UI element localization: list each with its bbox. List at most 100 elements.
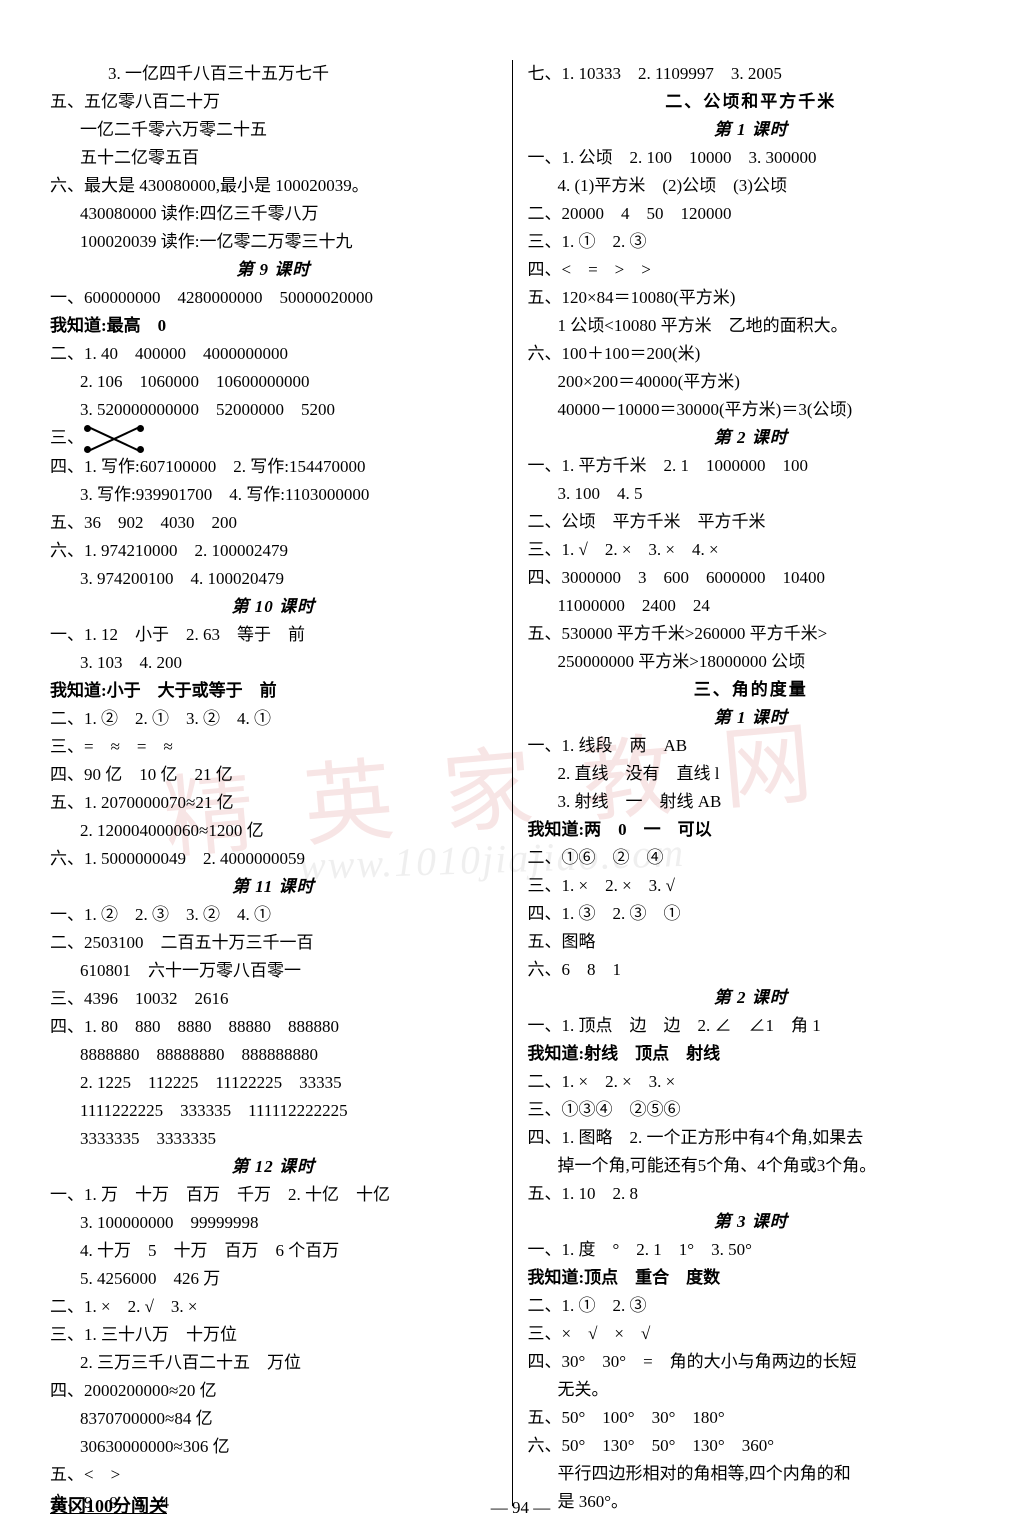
text-line: 平行四边形相对的角相等,四个内角的和	[528, 1460, 975, 1488]
text-line: 4. 十万 5 十万 百万 6 个百万	[50, 1237, 497, 1265]
text-line: 一、1. 12 小于 2. 63 等于 前	[50, 621, 497, 649]
text-line: 第 1 课时	[528, 704, 975, 732]
text-line: 三、= ≈ = ≈	[50, 733, 497, 761]
text-line: 1111222225 333335 111112222225	[50, 1097, 497, 1125]
text-line: 我知道:小于 大于或等于 前	[50, 677, 497, 705]
text-line: 第 3 课时	[528, 1208, 975, 1236]
text-line: 30630000000≈306 亿	[50, 1433, 497, 1461]
text-line: 二、2503100 二百五十万三千一百	[50, 929, 497, 957]
text-line: 我知道:顶点 重合 度数	[528, 1264, 975, 1292]
text-line: 一、1. 度 ° 2. 1 1° 3. 50°	[528, 1236, 975, 1264]
text-line: 2. 三万三千八百二十五 万位	[50, 1349, 497, 1377]
text-line: 第 1 课时	[528, 116, 975, 144]
text-line: 六、50° 130° 50° 130° 360°	[528, 1432, 975, 1460]
text-line: 无关。	[528, 1376, 975, 1404]
text-line: 3. 103 4. 200	[50, 649, 497, 677]
text-line: 一、1. 万 十万 百万 千万 2. 十亿 十亿	[50, 1181, 497, 1209]
text-line: 3. 一亿四千八百三十五万七千	[50, 60, 497, 88]
text-line: 四、1. 写作:607100000 2. 写作:154470000	[50, 453, 497, 481]
text-line: 六、1. 5000000049 2. 4000000059	[50, 845, 497, 873]
text-line: 五十二亿零五百	[50, 144, 497, 172]
text-line: 2. 直线 没有 直线 l	[528, 760, 975, 788]
text-line: 一、600000000 4280000000 50000020000	[50, 284, 497, 312]
text-line: 四、3000000 3 600 6000000 10400	[528, 564, 975, 592]
text-line: 11000000 2400 24	[528, 592, 975, 620]
text-line: 五、1. 10 2. 8	[528, 1180, 975, 1208]
text-line: 一、1. ② 2. ③ 3. ② 4. ①	[50, 901, 497, 929]
text-line: 五、< >	[50, 1461, 497, 1489]
text-line: 三、1. × 2. × 3. √	[528, 872, 975, 900]
text-line: 一、1. 平方千米 2. 1 1000000 100	[528, 452, 975, 480]
text-line: 四、< = > >	[528, 256, 975, 284]
text-line: 三、1. √ 2. × 3. × 4. ×	[528, 536, 975, 564]
text-line: 200×200＝40000(平方米)	[528, 368, 975, 396]
text-line: 三、1. ① 2. ③	[528, 228, 975, 256]
text-line: 掉一个角,可能还有5个角、4个角或3个角。	[528, 1152, 975, 1180]
text-line: 六、100＋100＝200(米)	[528, 340, 975, 368]
text-line: 3. 写作:939901700 4. 写作:1103000000	[50, 481, 497, 509]
text-line: 3. 100 4. 5	[528, 480, 975, 508]
text-line: 二、1. × 2. × 3. ×	[528, 1068, 975, 1096]
text-line: 四、1. 80 880 8880 88880 888880	[50, 1013, 497, 1041]
text-line: 40000－10000＝30000(平方米)＝3(公顷)	[528, 396, 975, 424]
text-line: 二、1. 40 400000 4000000000	[50, 340, 497, 368]
text-line: 8888880 88888880 888888880	[50, 1041, 497, 1069]
text-line: 六、6 8 1	[528, 956, 975, 984]
left-column: 3. 一亿四千八百三十五万七千五、五亿零八百二十万一亿二千零六万零二十五五十二亿…	[50, 60, 513, 1506]
text-line: 4. (1)平方米 (2)公顷 (3)公顷	[528, 172, 975, 200]
footer-title: 黄冈100分闯关	[50, 1492, 167, 1518]
text-line: 二、1. × 2. √ 3. ×	[50, 1293, 497, 1321]
text-line: 5. 4256000 426 万	[50, 1265, 497, 1293]
text-line: 我知道:最高 0	[50, 312, 497, 340]
text-line: 七、1. 10333 2. 1109997 3. 2005	[528, 60, 975, 88]
text-line: 六、最大是 430080000,最小是 100020039。	[50, 172, 497, 200]
text-line: 五、530000 平方千米>260000 平方千米>	[528, 620, 975, 648]
text-line: 三、4396 10032 2616	[50, 985, 497, 1013]
text-line: 第 10 课时	[50, 593, 497, 621]
text-line: 二、①⑥ ② ④	[528, 844, 975, 872]
text-line: 2. 1225 112225 11122225 33335	[50, 1069, 497, 1097]
right-column: 七、1. 10333 2. 1109997 3. 2005二、公顷和平方千米第 …	[513, 60, 975, 1506]
text-line: 四、2000200000≈20 亿	[50, 1377, 497, 1405]
text-line: 我知道:射线 顶点 射线	[528, 1040, 975, 1068]
text-line: 250000000 平方米>18000000 公顷	[528, 648, 975, 676]
text-line: 第 9 课时	[50, 256, 497, 284]
text-line: 三、角的度量	[528, 676, 975, 704]
text-line: 六、1. 974210000 2. 100002479	[50, 537, 497, 565]
text-line: 3. 520000000000 52000000 5200	[50, 396, 497, 424]
text-line: 第 11 课时	[50, 873, 497, 901]
text-line: 一、1. 线段 两 AB	[528, 732, 975, 760]
text-line: 430080000 读作:四亿三千零八万	[50, 200, 497, 228]
text-line: 2. 120004000060≈1200 亿	[50, 817, 497, 845]
text-line: 1 公顷<10080 平方米 乙地的面积大。	[528, 312, 975, 340]
page-content: 3. 一亿四千八百三十五万七千五、五亿零八百二十万一亿二千零六万零二十五五十二亿…	[50, 60, 974, 1506]
text-line: 第 2 课时	[528, 984, 975, 1012]
text-line: 第 12 课时	[50, 1153, 497, 1181]
text-line: 2. 106 1060000 10600000000	[50, 368, 497, 396]
text-line: 一、1. 顶点 边 边 2. ∠ ∠1 角 1	[528, 1012, 975, 1040]
text-line: 3333335 3333335	[50, 1125, 497, 1153]
text-line: 610801 六十一万零八百零一	[50, 957, 497, 985]
text-line: 二、公顷和平方千米	[528, 88, 975, 116]
text-line: 100020039 读作:一亿零二万零三十九	[50, 228, 497, 256]
text-line: 第 2 课时	[528, 424, 975, 452]
text-line: 我知道:两 0 一 可以	[528, 816, 975, 844]
page-footer: 黄冈100分闯关 — 94 —	[50, 1492, 974, 1518]
text-line: 四、30° 30° = 角的大小与角两边的长短	[528, 1348, 975, 1376]
text-line: 五、36 902 4030 200	[50, 509, 497, 537]
text-line: 五、50° 100° 30° 180°	[528, 1404, 975, 1432]
text-line: 四、1. 图略 2. 一个正方形中有4个角,如果去	[528, 1124, 975, 1152]
text-line: 三、	[50, 424, 497, 453]
text-line: 3. 974200100 4. 100020479	[50, 565, 497, 593]
text-line: 8370700000≈84 亿	[50, 1405, 497, 1433]
text-line: 四、1. ③ 2. ③ ①	[528, 900, 975, 928]
text-line: 二、公顷 平方千米 平方千米	[528, 508, 975, 536]
text-line: 三、× √ × √	[528, 1320, 975, 1348]
text-line: 五、1. 2070000070≈21 亿	[50, 789, 497, 817]
text-line: 3. 100000000 99999998	[50, 1209, 497, 1237]
text-line: 五、五亿零八百二十万	[50, 88, 497, 116]
text-line: 二、1. ① 2. ③	[528, 1292, 975, 1320]
text-line: 一、1. 公顷 2. 100 10000 3. 300000	[528, 144, 975, 172]
text-line: 二、1. ② 2. ① 3. ② 4. ①	[50, 705, 497, 733]
text-line: 三、1. 三十八万 十万位	[50, 1321, 497, 1349]
